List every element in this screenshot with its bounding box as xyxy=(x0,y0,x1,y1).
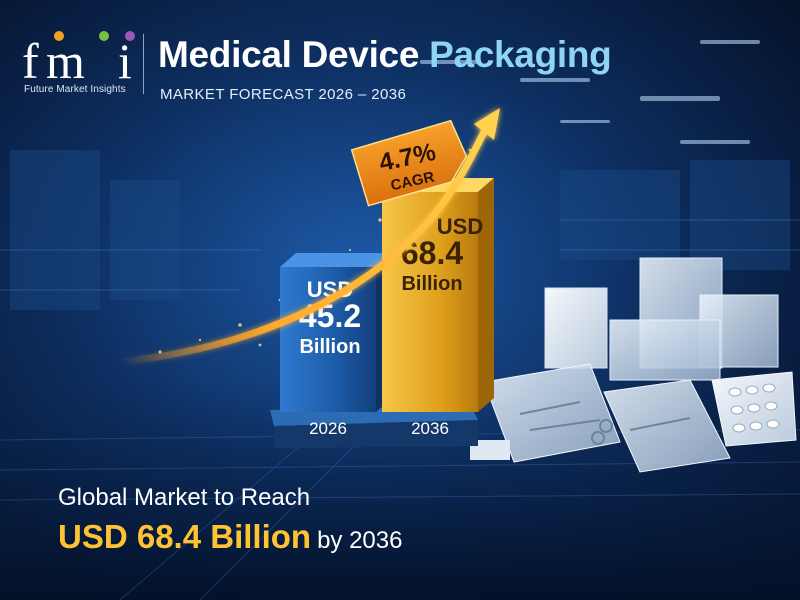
bar-label-unit-2036: Billion xyxy=(401,273,462,295)
bar-label-prefix-2036: USD xyxy=(437,214,483,239)
bar-body-2036 xyxy=(382,192,478,412)
footer-line-1: Global Market to Reach xyxy=(58,484,311,511)
growth-arrow xyxy=(116,124,490,366)
logo-subtitle: Future Market Insights xyxy=(24,84,126,95)
bar-side-2036 xyxy=(478,178,494,412)
cagr-badge: 4.7% CAGR xyxy=(350,119,468,207)
footer-suffix: by 2036 xyxy=(317,527,403,554)
growth-arrow-head xyxy=(474,108,500,140)
bar-body-2026 xyxy=(280,267,376,412)
header-divider xyxy=(143,34,144,94)
bar-top-2026 xyxy=(280,253,392,267)
page-subtitle: MARKET FORECAST 2026 – 2036 xyxy=(160,86,407,103)
footer-value: USD 68.4 Billion xyxy=(58,518,312,555)
logo-letter-i: i xyxy=(118,33,132,82)
packaging-illustration xyxy=(470,257,797,473)
logo-mark: f m i xyxy=(22,31,135,82)
title-part-1: Medical Device xyxy=(158,34,420,75)
title-part-2: Packaging xyxy=(429,34,612,75)
footer-line-2: USD 68.4 Billion by 2036 xyxy=(58,518,402,556)
logo-letter-f: f xyxy=(22,33,39,82)
logo-dot-orange xyxy=(54,31,64,41)
logo-dot-purple xyxy=(125,31,135,41)
bar-label-number-2026: 45.2 xyxy=(299,298,361,334)
fmi-logo: f m i Future Market Insights xyxy=(22,26,142,95)
page-title: Medical Device Packaging xyxy=(158,34,612,76)
logo-dot-green xyxy=(99,31,109,41)
logo-letter-m: m xyxy=(46,33,85,82)
x-tick-labels: 2026 2036 xyxy=(309,419,449,438)
tick-label-2036: 2036 xyxy=(411,419,449,438)
tick-label-2026: 2026 xyxy=(309,419,347,438)
bar-label-unit-2026: Billion xyxy=(299,336,360,358)
